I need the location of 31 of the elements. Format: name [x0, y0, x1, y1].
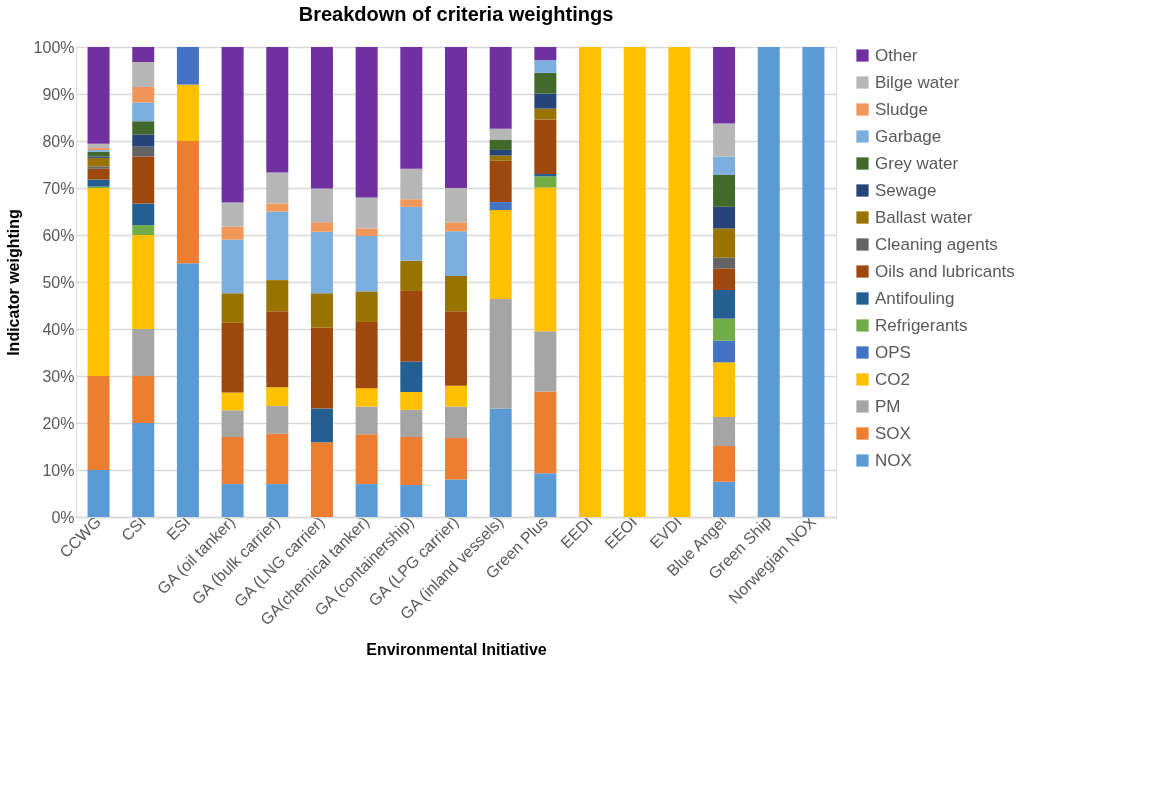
legend-label: Grey water	[875, 153, 959, 173]
legend-label: Antifouling	[875, 288, 955, 308]
legend-label: Sewage	[875, 180, 937, 200]
legend-label: Garbage	[875, 126, 942, 146]
legend-label: NOX	[875, 450, 912, 470]
legend-label: Sludge	[875, 99, 928, 119]
legend-label: CO2	[875, 369, 910, 389]
y-tick-label: 100%	[33, 38, 75, 56]
y-tick-label: 50%	[42, 273, 75, 291]
legend-label: Cleaning agents	[875, 234, 998, 254]
legend-label: PM	[875, 396, 901, 416]
legend-label: SOX	[875, 423, 911, 443]
legend-label: Bilge water	[875, 72, 960, 92]
y-tick-label: 20%	[42, 414, 75, 432]
legend-label: Oils and lubricants	[875, 261, 1015, 281]
y-tick-label: 60%	[42, 226, 75, 244]
x-tick-label: ESI	[163, 513, 194, 544]
chart-title: Breakdown of criteria weightings	[298, 3, 614, 25]
y-tick-label: 70%	[42, 179, 75, 197]
legend-label: OPS	[875, 342, 911, 362]
x-tick-label: CSI	[118, 513, 149, 545]
y-tick-label: 30%	[42, 367, 75, 385]
y-tick-label: 10%	[42, 461, 75, 479]
y-tick-label: 40%	[42, 320, 75, 338]
y-tick-label: 80%	[42, 132, 75, 150]
y-tick-label: 90%	[42, 85, 75, 103]
legend-label: Refrigerants	[875, 315, 968, 335]
legend-label: Other	[875, 45, 918, 65]
legend-label: Ballast water	[875, 207, 973, 227]
y-axis-title: Indicator weighting	[4, 209, 22, 356]
x-axis-title: Environmental Initiative	[366, 641, 547, 659]
